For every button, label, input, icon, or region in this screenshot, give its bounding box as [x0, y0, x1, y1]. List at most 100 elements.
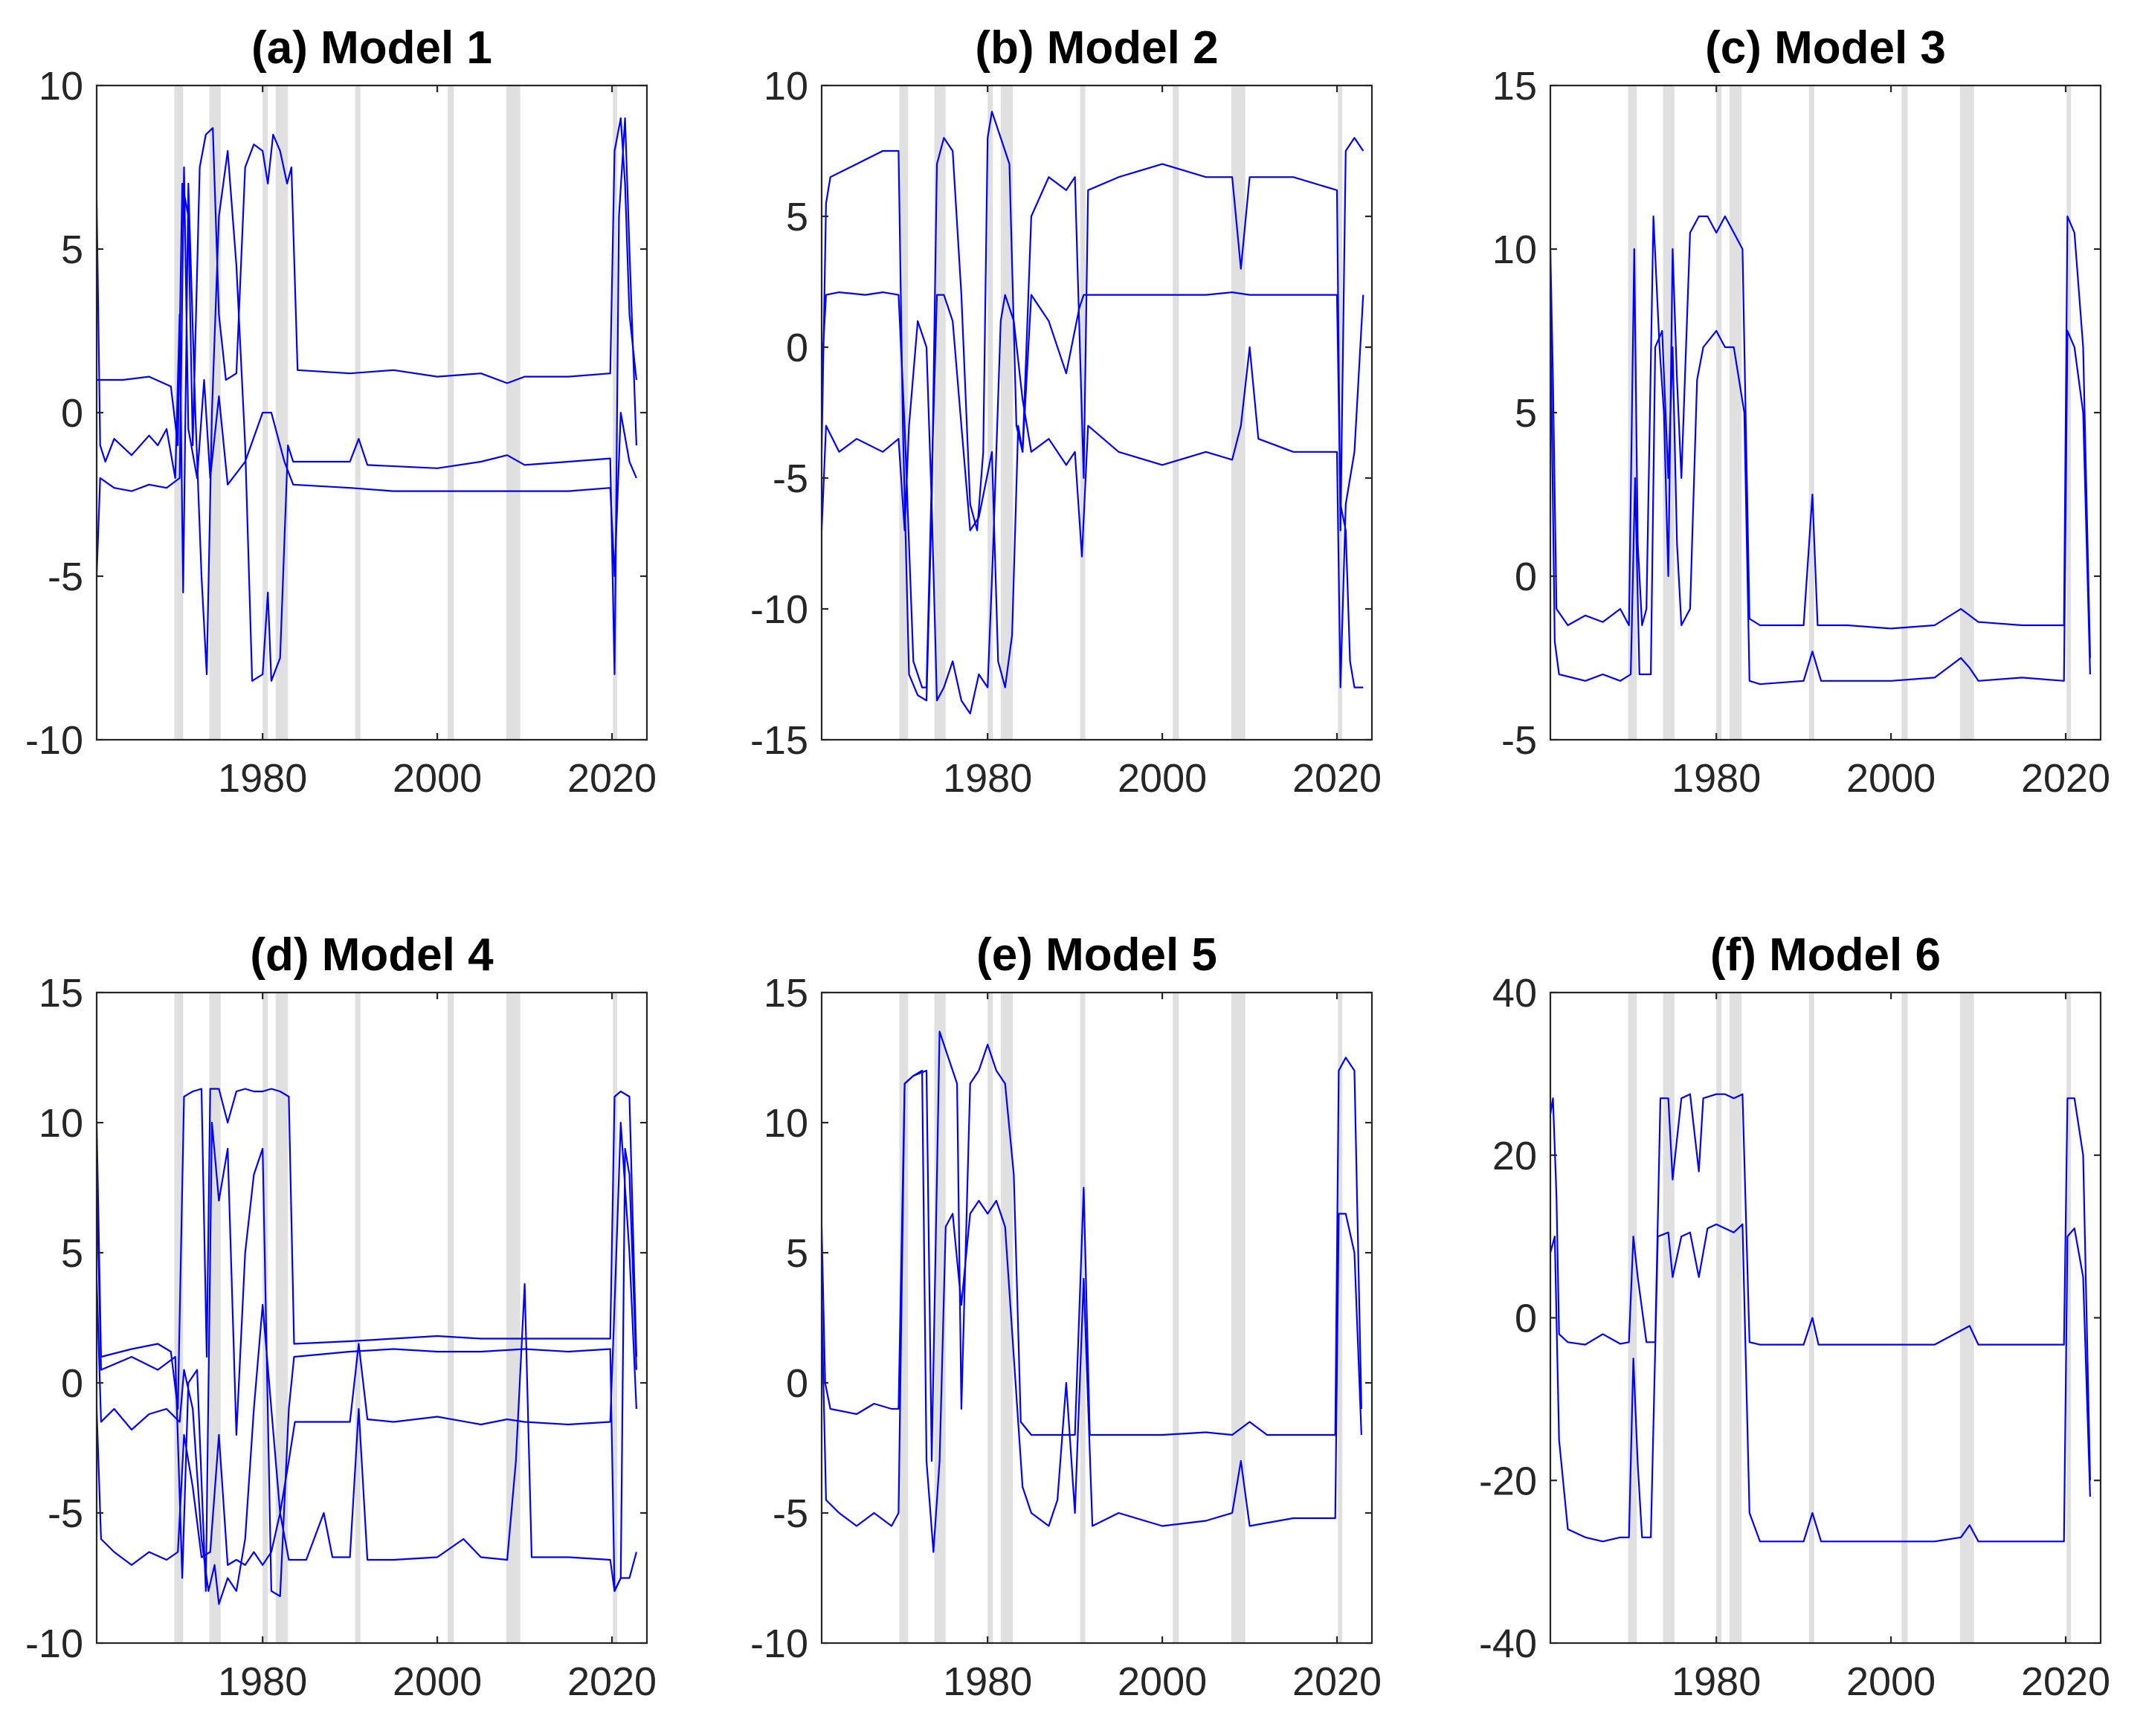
x-tick-label: 2000: [393, 756, 482, 801]
recession-band: [2066, 85, 2072, 740]
y-tick-label: -5: [1501, 718, 1537, 763]
recession-band: [1663, 993, 1675, 1643]
recession-band: [613, 993, 618, 1643]
series-line-s2: [822, 1069, 1362, 1553]
series-line-s2: [1550, 1223, 2091, 1543]
y-tick-label: 10: [764, 64, 808, 109]
recession-band: [448, 85, 454, 740]
chart-title: (d) Model 4: [250, 929, 494, 981]
series-line-s1: [1550, 1093, 2091, 1481]
y-tick-label: -5: [48, 555, 83, 599]
y-tick-label: -10: [750, 1622, 808, 1666]
x-tick-label: 2000: [1846, 756, 1936, 801]
x-tick-label: 1980: [218, 1659, 307, 1704]
chart-panel-5: 1980 2000 2020 -10 -5 0 5 10 15 (e) Model 5: [750, 929, 1382, 1704]
series-line-s2: [822, 291, 1364, 688]
recession-band: [506, 993, 521, 1643]
recession-band: [1000, 85, 1014, 740]
x-tick-label: 1980: [1672, 1659, 1761, 1704]
y-tick-label: -5: [48, 1491, 83, 1536]
y-tick-label: 0: [61, 1361, 83, 1406]
recession-band: [275, 85, 289, 740]
chart-title: (e) Model 5: [976, 929, 1217, 981]
recession-band: [987, 993, 993, 1643]
recession-band: [448, 993, 454, 1643]
y-tick-label: 0: [786, 1361, 808, 1406]
x-tick-label: 2020: [567, 1659, 657, 1704]
recession-band: [987, 85, 993, 740]
recession-band: [899, 993, 909, 1643]
y-tick-label: 5: [61, 228, 83, 272]
chart-title: (a) Model 1: [251, 22, 492, 74]
series-line-s2: [97, 1121, 637, 1598]
chart-panel-6: 1980 2000 2020 -40 -20 0 20 40 (f) Model 6: [1479, 929, 2110, 1704]
recession-band: [1173, 85, 1179, 740]
y-tick-label: 10: [764, 1101, 808, 1146]
y-tick-label: 10: [39, 64, 83, 109]
chart-panel-4: 1980 2000 2020 -10 -5 0 5 10 15 (d) Model 4: [25, 929, 657, 1704]
y-tick-label: 10: [39, 1101, 83, 1146]
x-tick-label: 2020: [2021, 1659, 2110, 1704]
recession-band: [1338, 993, 1343, 1643]
y-tick-label: 0: [61, 391, 83, 436]
series-line-s2: [1550, 314, 2091, 685]
y-tick-label: 5: [786, 1231, 808, 1276]
recession-band: [1808, 85, 1814, 740]
y-tick-label: 15: [1492, 64, 1537, 109]
recession-band: [1729, 993, 1742, 1643]
y-tick-label: -10: [25, 1622, 83, 1666]
chart-panel-2: 1980 2000 2020 -15 -10 -5 0 5 10 (b) Model 2: [750, 22, 1382, 801]
recession-band: [1716, 85, 1722, 740]
recession-band: [1663, 85, 1675, 740]
y-tick-label: 40: [1492, 971, 1537, 1016]
recession-band: [355, 85, 361, 740]
y-tick-label: -10: [25, 718, 83, 763]
y-tick-label: 5: [61, 1231, 83, 1276]
series-line-s2: [97, 117, 637, 682]
y-tick-label: 0: [1515, 1297, 1537, 1341]
recession-band: [1729, 85, 1742, 740]
chart-title: (f) Model 6: [1710, 929, 1941, 981]
series-line-s3: [97, 166, 637, 578]
recession-band: [1231, 993, 1245, 1643]
y-tick-label: -20: [1479, 1459, 1537, 1503]
recession-band: [1000, 993, 1014, 1643]
recession-band: [1628, 993, 1637, 1643]
recession-band: [934, 85, 946, 740]
chart-title: (c) Model 3: [1705, 22, 1946, 74]
x-tick-label: 2000: [1846, 1659, 1936, 1704]
recession-band: [506, 85, 521, 740]
y-tick-label: 15: [39, 971, 83, 1016]
y-tick-label: 10: [1492, 228, 1537, 272]
y-tick-label: -10: [750, 587, 808, 632]
y-tick-label: 5: [1515, 391, 1537, 436]
series-line-s1: [822, 111, 1364, 702]
series-line-s1: [1550, 215, 2091, 659]
y-tick-label: 15: [764, 971, 808, 1016]
recession-band: [1080, 85, 1086, 740]
recession-band: [1959, 993, 1974, 1643]
series-line-s3: [822, 294, 1364, 714]
recession-band: [2066, 993, 2072, 1643]
recession-band: [174, 993, 184, 1643]
x-tick-label: 2020: [1292, 756, 1382, 801]
recession-band: [1959, 85, 1974, 740]
axes-frame: [820, 84, 1373, 741]
x-tick-label: 2000: [1118, 756, 1207, 801]
recession-band: [613, 85, 618, 740]
chart-panel-1: 1980 2000 2020 -10 -5 0 5 10 (a) Model 1: [25, 22, 657, 801]
series-line-s1: [822, 1030, 1362, 1462]
x-tick-label: 2020: [567, 756, 657, 801]
recession-band: [1901, 993, 1908, 1643]
series-line-s4: [97, 1282, 637, 1593]
recession-band: [1901, 85, 1908, 740]
x-tick-label: 2000: [393, 1659, 482, 1704]
axes-frame: [820, 991, 1373, 1645]
x-tick-label: 1980: [943, 1659, 1032, 1704]
y-tick-label: 0: [786, 326, 808, 370]
y-tick-label: -5: [773, 1491, 808, 1536]
series-line-s3: [97, 1121, 637, 1605]
chart-title: (b) Model 2: [975, 22, 1218, 74]
series-line-s1: [97, 1088, 637, 1410]
